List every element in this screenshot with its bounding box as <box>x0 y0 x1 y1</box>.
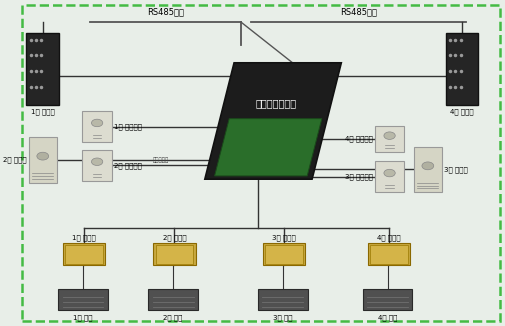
FancyBboxPatch shape <box>374 161 403 192</box>
Text: 2门 电锁: 2门 电锁 <box>163 314 182 320</box>
FancyBboxPatch shape <box>82 150 112 181</box>
FancyBboxPatch shape <box>29 137 57 183</box>
Text: 1门 出门按钮: 1门 出门按钮 <box>114 123 141 130</box>
Polygon shape <box>205 63 341 179</box>
Text: 4门 电锁: 4门 电锁 <box>377 314 396 320</box>
Text: 4门 微电源: 4门 微电源 <box>376 234 400 241</box>
Polygon shape <box>214 119 321 176</box>
FancyBboxPatch shape <box>367 244 409 265</box>
Circle shape <box>383 169 394 177</box>
Text: 3门 微电源: 3门 微电源 <box>272 234 295 241</box>
FancyBboxPatch shape <box>445 33 477 105</box>
Text: 4门 出门按钮: 4门 出门按钮 <box>344 136 372 142</box>
FancyBboxPatch shape <box>262 244 305 265</box>
Text: 4门 读卡器: 4门 读卡器 <box>449 109 473 115</box>
FancyBboxPatch shape <box>63 244 105 265</box>
FancyBboxPatch shape <box>82 111 112 142</box>
Text: 1门 微电源: 1门 微电源 <box>72 234 96 241</box>
FancyBboxPatch shape <box>374 126 403 152</box>
Text: 1门 电锁: 1门 电锁 <box>73 314 92 320</box>
Text: RS485通讯: RS485通讯 <box>147 7 184 17</box>
Text: 3门 出门按钮: 3门 出门按钮 <box>344 173 372 180</box>
Text: 2门 读卡器: 2门 读卡器 <box>4 156 27 163</box>
FancyBboxPatch shape <box>156 245 193 263</box>
Text: RS485通讯: RS485通讯 <box>339 7 376 17</box>
Circle shape <box>91 158 103 166</box>
FancyBboxPatch shape <box>26 33 59 105</box>
Text: 2门 出门按钮: 2门 出门按钮 <box>114 162 141 169</box>
Text: 1门 读卡器: 1门 读卡器 <box>31 109 55 115</box>
Text: 3门 电锁: 3门 电锁 <box>273 314 292 320</box>
FancyBboxPatch shape <box>362 289 412 310</box>
Circle shape <box>91 119 103 127</box>
Text: 3门 读卡器: 3门 读卡器 <box>443 166 467 173</box>
FancyBboxPatch shape <box>148 289 197 310</box>
FancyBboxPatch shape <box>65 245 103 263</box>
FancyBboxPatch shape <box>265 245 302 263</box>
FancyBboxPatch shape <box>413 146 441 192</box>
Circle shape <box>37 152 48 160</box>
FancyBboxPatch shape <box>153 244 195 265</box>
Text: 电磁锁总线: 电磁锁总线 <box>153 157 169 163</box>
Circle shape <box>383 132 394 140</box>
FancyBboxPatch shape <box>369 245 407 263</box>
FancyBboxPatch shape <box>58 289 108 310</box>
FancyBboxPatch shape <box>258 289 307 310</box>
Text: 四门门禁控制器: 四门门禁控制器 <box>255 98 296 109</box>
Text: 2门 微电源: 2门 微电源 <box>162 234 186 241</box>
Circle shape <box>421 162 433 170</box>
